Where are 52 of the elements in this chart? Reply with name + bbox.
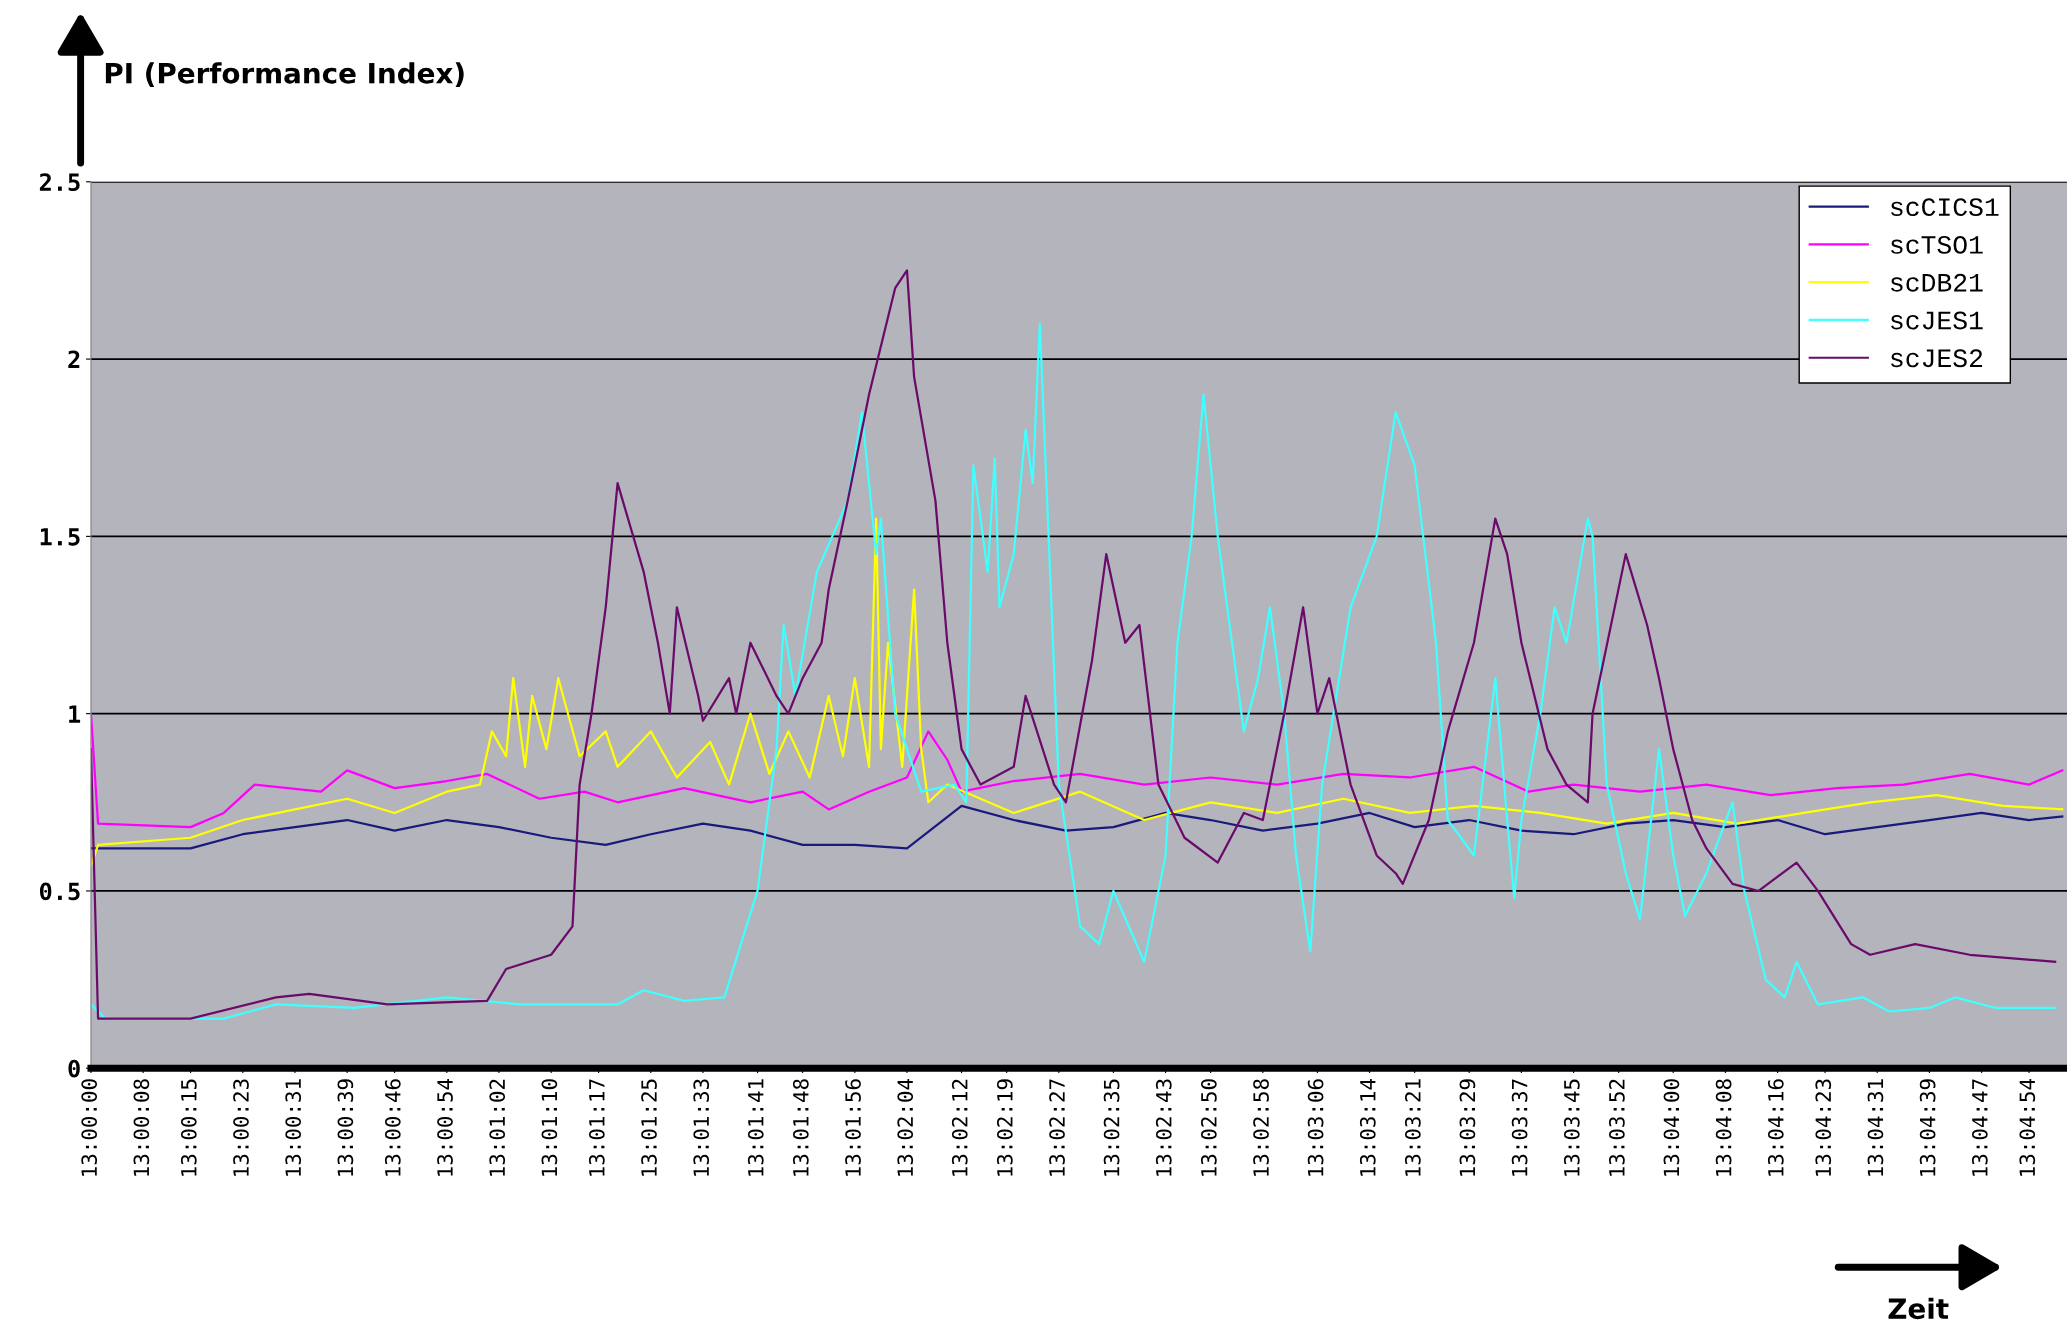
x-tick-label: 13:02:35 xyxy=(1103,1079,1120,1176)
y-tick-label: 2.5 xyxy=(39,173,80,192)
x-tick-label: 13:02:12 xyxy=(951,1079,968,1176)
x-tick-label: 13:01:10 xyxy=(541,1079,558,1176)
legend-label: scDB21 xyxy=(1891,273,1983,292)
x-tick-label: 13:04:31 xyxy=(1867,1079,1884,1176)
y-axis-title: PI (Performance Index) xyxy=(105,62,464,87)
x-tick-label: 13:03:21 xyxy=(1404,1079,1421,1176)
x-tick-label: 13:02:27 xyxy=(1049,1079,1065,1176)
y-tick-label: 2 xyxy=(68,350,80,369)
x-tick-label: 13:03:45 xyxy=(1563,1079,1580,1176)
legend-label: scJES2 xyxy=(1891,349,1983,368)
x-tick-label: 13:02:58 xyxy=(1253,1079,1269,1176)
x-tick-label: 13:03:29 xyxy=(1459,1079,1476,1176)
x-tick-label: 13:04:08 xyxy=(1715,1079,1732,1176)
x-tick-label: 13:00:54 xyxy=(437,1078,453,1176)
y-tick-label: 0.5 xyxy=(40,882,80,901)
x-tick-label: 13:03:14 xyxy=(1359,1078,1376,1176)
x-tick-label: 13:02:50 xyxy=(1200,1079,1217,1176)
legend-label: scTSO1 xyxy=(1891,235,1983,254)
x-tick-label: 13:04:23 xyxy=(1815,1079,1832,1176)
x-tick-label: 13:01:17 xyxy=(588,1079,605,1176)
x-tick-label: 13:01:41 xyxy=(747,1079,764,1176)
x-tick-label: 13:00:15 xyxy=(180,1079,197,1176)
x-tick-label: 13:01:25 xyxy=(641,1079,657,1176)
y-tick-label: 1.5 xyxy=(40,528,80,546)
y-tick-label: 1 xyxy=(69,705,81,723)
x-tick-label: 13:00:08 xyxy=(133,1079,150,1176)
legend-label: scCICS1 xyxy=(1891,198,1999,217)
x-tick-label: 13:01:48 xyxy=(792,1079,809,1176)
x-tick-label: 13:01:56 xyxy=(845,1079,861,1176)
x-tick-label: 13:04:47 xyxy=(1971,1079,1988,1176)
x-tick-label: 13:04:16 xyxy=(1767,1079,1784,1176)
x-tick-label: 13:04:39 xyxy=(1919,1079,1936,1176)
x-tick-label: 13:03:06 xyxy=(1307,1079,1324,1176)
x-tick-label: 13:02:19 xyxy=(996,1079,1013,1176)
x-tick-label: 13:02:43 xyxy=(1155,1079,1172,1176)
legend-label: scJES1 xyxy=(1891,311,1983,330)
x-tick-label: 13:04:54 xyxy=(2019,1078,2036,1176)
x-tick-label: 13:00:23 xyxy=(233,1079,249,1176)
y-tick-label: 0 xyxy=(68,1059,80,1078)
x-tick-label: 13:03:37 xyxy=(1511,1079,1528,1176)
x-tick-label: 13:04:00 xyxy=(1663,1079,1680,1176)
x-tick-label: 13:01:02 xyxy=(489,1079,506,1176)
x-axis-title: Zeit xyxy=(1888,1297,1949,1320)
x-tick-label: 13:00:46 xyxy=(384,1079,401,1176)
x-tick-label: 13:01:33 xyxy=(693,1079,710,1176)
x-tick-label: 13:00:31 xyxy=(285,1079,302,1176)
x-tick-label: 13:00:39 xyxy=(337,1079,354,1176)
x-tick-label: 13:02:04 xyxy=(897,1078,914,1176)
x-tick-label: 13:03:52 xyxy=(1608,1079,1625,1176)
x-tick-label: 13:00:00 xyxy=(81,1079,98,1176)
